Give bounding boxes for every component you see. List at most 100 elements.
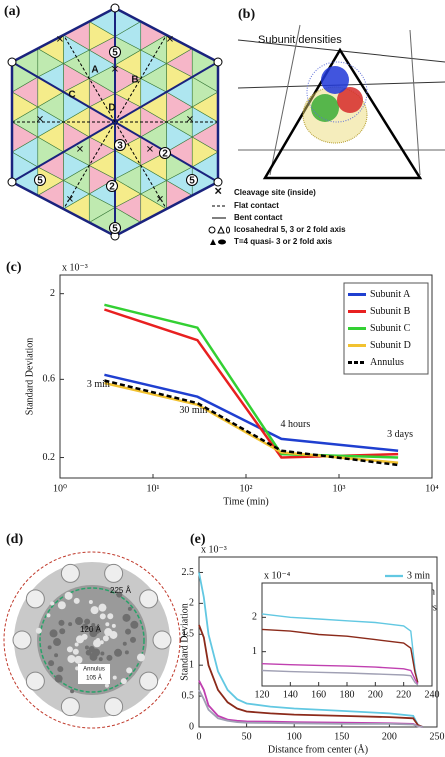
y-tick-label: 1 — [252, 646, 257, 657]
x-axis-label: Distance from center (Å) — [268, 743, 368, 755]
density-c — [311, 94, 339, 122]
x-tick-label: 250 — [430, 731, 445, 742]
wire — [410, 30, 420, 175]
axis-number: 5 — [189, 176, 195, 187]
texture-dot — [125, 650, 129, 654]
annotation: 3 min — [87, 379, 110, 390]
shell-lobe — [26, 590, 44, 608]
texture-dot — [57, 666, 63, 672]
y-tick-label: 0.2 — [43, 452, 56, 463]
texture-dot — [107, 613, 113, 619]
cleavage-site: ✕ — [156, 194, 164, 205]
x-tick-label: 200 — [382, 731, 397, 742]
shell-lobe — [140, 590, 158, 608]
vertex — [111, 4, 119, 12]
legend-text: Icosahedral 5, 3 or 2 fold axis — [234, 225, 346, 234]
shell-lobe — [26, 672, 44, 690]
cleavage-site: ✕ — [146, 144, 154, 155]
subunit-label: B — [131, 75, 138, 86]
inner-label: 120 Å — [80, 625, 102, 634]
legend-text: T=4 quasi- 3 or 2 fold axis — [234, 237, 333, 246]
cleavage-site: ✕ — [56, 34, 64, 45]
texture-dot — [89, 600, 93, 604]
legend-label: Subunit B — [370, 306, 411, 317]
axis-number: 5 — [37, 176, 43, 187]
y-tick-label: 0 — [189, 721, 194, 732]
cleavage-site: ✕ — [186, 114, 194, 125]
legend-label: 3 min — [407, 570, 430, 581]
subunit-label: D — [108, 103, 115, 114]
y-axis-label: Standard Deviation — [24, 338, 35, 415]
cleavage-site: ✕ — [76, 144, 84, 155]
texture-dot — [68, 622, 72, 626]
x-tick-label: 100 — [287, 731, 302, 742]
plot-frame — [262, 583, 432, 686]
texture-dot — [122, 614, 130, 622]
x-tick-label: 10⁴ — [425, 483, 439, 494]
x-axis-label: Time (min) — [223, 496, 268, 507]
cleavage-site: ✕ — [166, 34, 174, 45]
texture-dot — [86, 650, 92, 656]
axis-number: 2 — [109, 182, 115, 193]
triangle-fill-symbol — [210, 239, 216, 245]
texture-dot — [74, 656, 82, 664]
texture-dot — [99, 657, 103, 661]
texture-dot — [130, 637, 136, 643]
shell-lobe — [105, 698, 123, 716]
texture-dot — [91, 606, 99, 614]
panel-label: (d) — [6, 532, 23, 547]
texture-dot — [103, 635, 109, 641]
texture-dot — [105, 622, 109, 626]
figure: ✕✕✕✕✕✕✕✕✕(a)ABCD5555223 (b) Subunit dens… — [0, 0, 445, 757]
subunit-label: A — [91, 65, 98, 76]
cross-symbol: ✕ — [214, 187, 222, 198]
panel-title: Subunit densities — [258, 34, 342, 46]
y-tick-label: 2 — [252, 612, 257, 623]
texture-dot — [36, 628, 42, 634]
x-tick-label: 10² — [240, 483, 253, 494]
texture-dot — [55, 675, 63, 683]
y-tick-label: 0.6 — [43, 374, 56, 385]
texture-dot — [50, 629, 58, 637]
outer-label: 225 Å — [110, 586, 132, 595]
texture-dot — [112, 624, 116, 628]
shell-lobe — [61, 564, 79, 582]
cleavage-site: ✕ — [36, 114, 44, 125]
oval-fill-symbol — [218, 240, 226, 245]
texture-dot — [50, 602, 54, 606]
texture-dot — [53, 638, 61, 646]
texture-dot — [46, 613, 50, 617]
axis-number: 5 — [112, 48, 118, 59]
panel-b: (b) Subunit densities — [238, 7, 445, 178]
annulus-label: Annulus — [83, 667, 105, 673]
shell-lobe — [105, 564, 123, 582]
vertex — [8, 58, 16, 66]
x-tick-label: 120 — [255, 689, 270, 700]
legend-text: Cleavage site (inside) — [234, 188, 316, 197]
shell-lobe — [153, 631, 171, 649]
panel-label: (b) — [238, 7, 255, 22]
axis-multiplier: x 10⁻⁴ — [264, 570, 291, 581]
x-tick-label: 240 — [425, 689, 440, 700]
texture-dot — [58, 620, 64, 626]
x-tick-label: 10¹ — [147, 483, 160, 494]
texture-dot — [59, 628, 65, 634]
shell-lobe — [13, 631, 31, 649]
texture-dot — [48, 660, 54, 666]
texture-dot — [123, 642, 127, 646]
texture-dot — [75, 643, 79, 647]
x-tick-label: 160 — [311, 689, 326, 700]
pentagon-symbol — [209, 227, 215, 233]
panel-label: (a) — [4, 4, 21, 19]
subunit-label: C — [68, 90, 75, 101]
texture-dot — [100, 613, 106, 619]
texture-dot — [85, 645, 89, 649]
axis-multiplier: x 10⁻³ — [62, 262, 88, 273]
x-tick-label: 10³ — [333, 483, 346, 494]
y-tick-label: 2 — [50, 288, 55, 299]
vertex — [8, 178, 16, 186]
legend-text: Bent contact — [234, 213, 283, 222]
